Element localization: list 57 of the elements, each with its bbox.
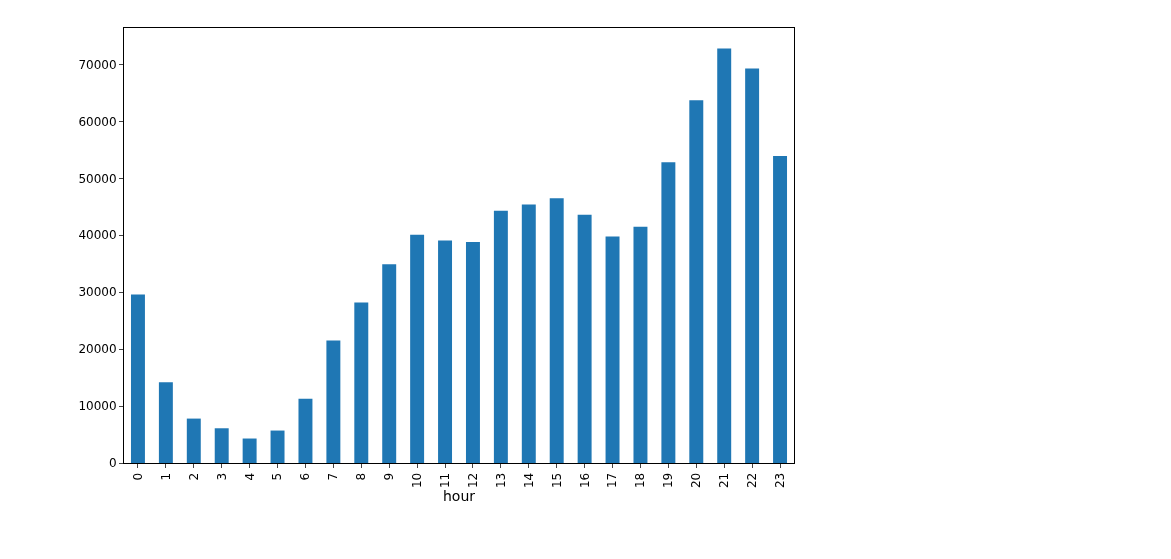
bar	[382, 264, 397, 463]
x-tick-label: 16	[577, 472, 592, 489]
y-tick-label: 20000	[78, 342, 117, 357]
bar	[465, 242, 480, 463]
x-tick-label: 9	[382, 472, 397, 481]
x-tick-label: 4	[242, 472, 257, 481]
bar	[661, 162, 676, 463]
y-tick-label: 0	[108, 456, 117, 471]
bar	[717, 48, 732, 463]
bar	[773, 156, 788, 463]
x-tick-label: 18	[633, 472, 648, 489]
y-tick-label: 30000	[78, 285, 117, 300]
x-tick-label: 0	[130, 472, 145, 481]
bar	[298, 398, 313, 463]
x-tick-label: 22	[745, 472, 760, 489]
x-tick-label: 19	[661, 472, 676, 489]
x-tick-label: 7	[326, 472, 341, 481]
bar	[158, 382, 173, 463]
bar	[270, 430, 285, 463]
x-axis-title: hour	[442, 488, 476, 505]
bar	[521, 204, 536, 463]
x-tick-label: 10	[410, 472, 425, 489]
x-tick-label: 8	[354, 472, 369, 481]
x-tick-label: 5	[270, 472, 285, 481]
bar	[438, 240, 453, 463]
bar	[493, 210, 508, 463]
x-tick-label: 21	[717, 472, 732, 489]
x-tick-label: 13	[493, 472, 508, 489]
x-tick-label: 2	[186, 472, 201, 481]
bar	[689, 100, 704, 463]
x-tick-label: 14	[521, 472, 536, 489]
x-tick-label: 11	[437, 472, 452, 489]
bar	[605, 236, 620, 463]
y-tick-label: 70000	[78, 57, 117, 72]
y-tick-label: 60000	[78, 114, 117, 129]
x-tick-label: 1	[158, 472, 173, 481]
bar	[186, 418, 201, 463]
bar	[577, 214, 592, 463]
x-tick-label: 12	[465, 472, 480, 489]
y-tick-label: 10000	[78, 399, 117, 414]
bar	[549, 198, 564, 463]
bar	[130, 294, 145, 463]
bar	[745, 68, 760, 463]
bar	[410, 234, 425, 463]
x-tick-label: 17	[605, 472, 620, 489]
y-tick-label: 50000	[78, 171, 117, 186]
x-tick-label: 23	[772, 472, 787, 489]
bar	[326, 340, 341, 463]
bar	[214, 428, 229, 463]
y-tick-label: 40000	[78, 228, 117, 243]
bar	[354, 302, 369, 463]
bar	[633, 226, 648, 463]
x-tick-label: 6	[298, 472, 313, 481]
x-tick-label: 3	[214, 472, 229, 481]
x-tick-label: 15	[549, 472, 564, 489]
bar	[242, 438, 257, 463]
x-tick-label: 20	[689, 472, 704, 489]
